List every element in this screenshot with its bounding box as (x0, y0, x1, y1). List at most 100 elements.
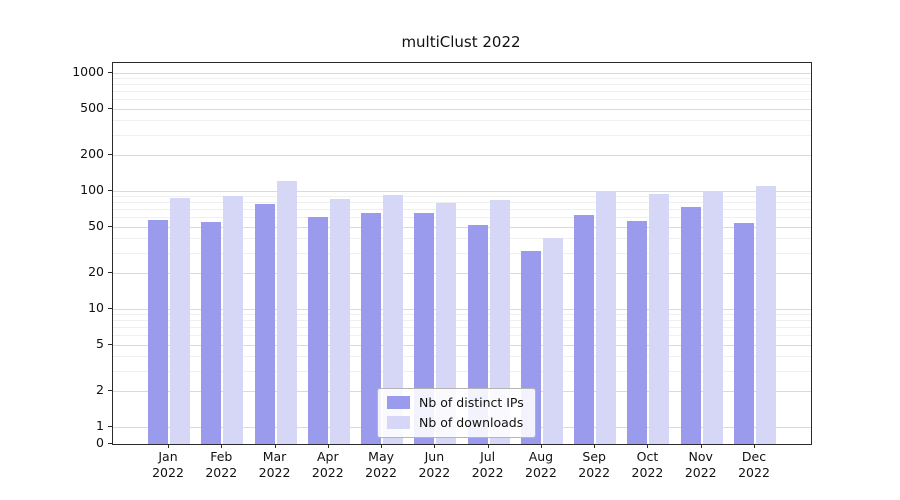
x-tick-month: Mar (262, 449, 287, 464)
tick-mark (108, 154, 112, 156)
x-tick-year: 2022 (152, 465, 184, 480)
tick-mark (487, 444, 489, 448)
y-tick-label: 10 (88, 300, 104, 315)
gridline (113, 237, 811, 239)
x-tick-month: Jul (480, 449, 496, 464)
bar-distinct-ips (148, 219, 168, 444)
tick-mark (108, 190, 112, 191)
x-tick-month: Aug (528, 449, 554, 464)
tick-mark (274, 444, 276, 448)
legend: Nb of distinct IPs Nb of downloads (377, 388, 536, 438)
bar-distinct-ips (307, 217, 328, 444)
tick-mark (594, 444, 596, 448)
x-tick-year: 2022 (418, 465, 451, 480)
tick-mark (108, 308, 112, 309)
x-tick-month: Sep (582, 449, 606, 464)
x-tick-label: Jan 2022 (138, 449, 198, 481)
x-tick-year: 2022 (205, 465, 238, 480)
x-tick-label: Mar 2022 (245, 449, 305, 481)
x-tick-month: May (368, 449, 394, 464)
gridline (113, 314, 811, 316)
x-tick-month: Oct (636, 449, 659, 464)
gridline (113, 73, 811, 74)
x-tick-month: Nov (688, 449, 713, 464)
tick-mark (108, 443, 112, 444)
y-tick-label: 1000 (72, 64, 104, 79)
legend-swatch-downloads (387, 416, 410, 429)
y-tick-label: 20 (88, 264, 104, 280)
gridline (113, 252, 811, 254)
chart-title: multiClust 2022 (401, 33, 521, 51)
bar-distinct-ips (680, 207, 701, 444)
bar-downloads (436, 203, 457, 444)
bar-downloads (596, 191, 617, 444)
x-tick-year: 2022 (738, 465, 770, 480)
tick-mark (108, 107, 112, 109)
x-tick-year: 2022 (684, 465, 717, 480)
x-tick-label: Nov 2022 (671, 449, 731, 481)
x-tick-year: 2022 (311, 465, 344, 480)
bar-distinct-ips (361, 213, 382, 444)
legend-item-distinct-ips: Nb of distinct IPs (387, 395, 524, 410)
bar-distinct-ips (627, 220, 648, 444)
gridline (113, 99, 811, 101)
tick-mark (108, 426, 112, 427)
tick-mark (221, 444, 223, 448)
tick-mark (647, 444, 649, 448)
bar-distinct-ips (574, 215, 595, 444)
gridline (113, 344, 811, 346)
bar-distinct-ips (201, 221, 222, 444)
y-tick-label: 200 (80, 146, 104, 162)
gridline (113, 119, 811, 121)
tick-mark (540, 444, 542, 448)
x-tick-year: 2022 (258, 465, 291, 480)
bar-downloads (383, 194, 404, 444)
gridline (113, 335, 811, 337)
x-tick-label: Dec 2022 (724, 449, 784, 481)
y-tick-label: 1 (96, 418, 104, 433)
x-tick-year: 2022 (578, 465, 611, 480)
gridline (113, 84, 811, 86)
x-tick-label: Oct 2022 (617, 449, 677, 481)
bar-downloads (649, 193, 670, 444)
bar-downloads (489, 199, 510, 444)
legend-swatch-distinct-ips (387, 396, 410, 409)
tick-mark (327, 444, 329, 448)
bar-distinct-ips (414, 213, 435, 444)
x-tick-label: Sep 2022 (564, 449, 624, 481)
y-tick-label: 0 (96, 435, 104, 450)
tick-mark (108, 272, 112, 274)
x-tick-label: May 2022 (351, 449, 411, 481)
tick-mark (381, 444, 383, 448)
tick-mark (754, 444, 755, 448)
x-tick-label: Apr 2022 (298, 449, 358, 481)
gridline (113, 134, 811, 136)
x-tick-year: 2022 (525, 465, 557, 480)
x-tick-label: Jul 2022 (458, 449, 518, 481)
gridline (113, 108, 811, 110)
legend-item-downloads: Nb of downloads (387, 415, 524, 430)
gridline (113, 320, 811, 322)
x-tick-year: 2022 (631, 465, 664, 480)
bar-downloads (276, 180, 297, 444)
bar-downloads (329, 199, 350, 444)
y-tick-label: 50 (88, 217, 104, 233)
gridline (113, 273, 811, 275)
legend-label-distinct-ips: Nb of distinct IPs (419, 395, 524, 410)
tick-mark (108, 72, 112, 73)
x-tick-label: Feb 2022 (191, 449, 251, 481)
tick-mark (108, 390, 112, 392)
gridline (113, 327, 811, 329)
gridline (113, 191, 811, 192)
bar-downloads (756, 186, 776, 444)
gridline (113, 202, 811, 204)
tick-mark (108, 343, 112, 345)
bar-downloads (223, 195, 244, 444)
bar-distinct-ips (254, 203, 275, 444)
x-tick-month: Jun (424, 449, 445, 464)
gridline (113, 209, 811, 211)
x-tick-label: Jun 2022 (404, 449, 464, 481)
tick-mark (434, 444, 436, 448)
y-tick-label: 500 (80, 99, 104, 115)
